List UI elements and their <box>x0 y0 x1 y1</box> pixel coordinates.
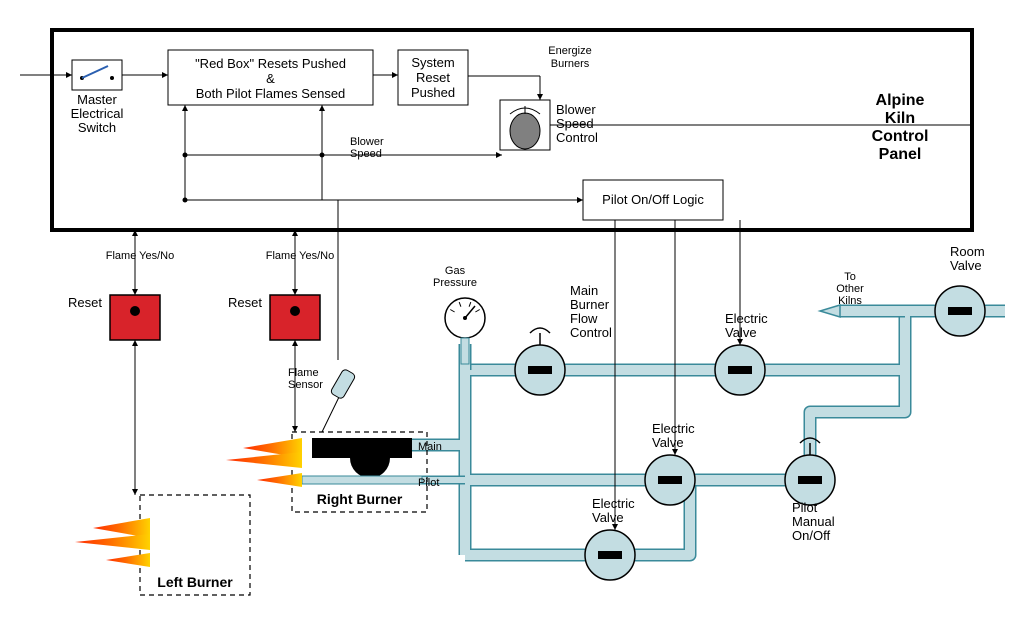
flame-yn-left: Flame Yes/No <box>106 250 174 262</box>
pilot-label: Pilot <box>418 477 439 489</box>
valve-label: ElectricValve <box>652 421 695 450</box>
valve-slot-icon <box>598 551 622 559</box>
signal-wires <box>20 75 972 530</box>
valve-handle-icon <box>530 328 550 333</box>
valve-label: PilotManualOn/Off <box>792 500 835 543</box>
reset-button[interactable] <box>270 295 320 340</box>
valve-label: RoomValve <box>950 244 985 273</box>
blower-knob-icon <box>510 113 540 149</box>
burner-body <box>312 438 412 458</box>
master-switch[interactable] <box>72 60 122 90</box>
reset-dot-icon <box>130 306 140 316</box>
right-burner-box-label: Right Burner <box>317 491 403 507</box>
master-switch-label: MasterElectricalSwitch <box>71 92 124 135</box>
reset-dot-icon <box>290 306 300 316</box>
pilot-logic-label: Pilot On/Off Logic <box>602 192 704 207</box>
panel-title: AlpineKilnControlPanel <box>872 92 929 163</box>
valve-slot-icon <box>798 476 822 484</box>
valve-slot-icon <box>658 476 682 484</box>
valve-slot-icon <box>528 366 552 374</box>
left-burner-box-label: Left Burner <box>157 574 233 590</box>
flame-icon <box>257 473 302 487</box>
valve-slot-icon <box>728 366 752 374</box>
gas-pressure-label: GasPressure <box>433 265 477 289</box>
to-other-kilns-label: ToOtherKilns <box>836 271 864 307</box>
flame-sensor-icon <box>330 368 356 399</box>
reset-button[interactable] <box>110 295 160 340</box>
reset-label: Reset <box>228 295 262 310</box>
flame-icon <box>226 452 302 468</box>
reset-label: Reset <box>68 295 102 310</box>
blower-ctrl-label: BlowerSpeedControl <box>556 102 598 145</box>
valve-slot-icon <box>948 307 972 315</box>
flame-yn-right: Flame Yes/No <box>266 250 334 262</box>
flame-icon <box>75 534 150 550</box>
system-reset-text: SystemResetPushed <box>411 55 455 100</box>
flame-sensor-label: FlameSensor <box>288 367 323 391</box>
flame-icon <box>106 553 150 567</box>
main-label: Main <box>418 441 442 453</box>
valve-label: MainBurnerFlowControl <box>570 283 612 340</box>
energize-label: EnergizeBurners <box>548 45 591 70</box>
valve-label: ElectricValve <box>592 496 635 525</box>
flame-icons <box>75 438 302 567</box>
pilot-tube <box>302 476 422 484</box>
valve-label: ElectricValve <box>725 311 768 340</box>
blower-speed-label: BlowerSpeed <box>350 136 384 160</box>
